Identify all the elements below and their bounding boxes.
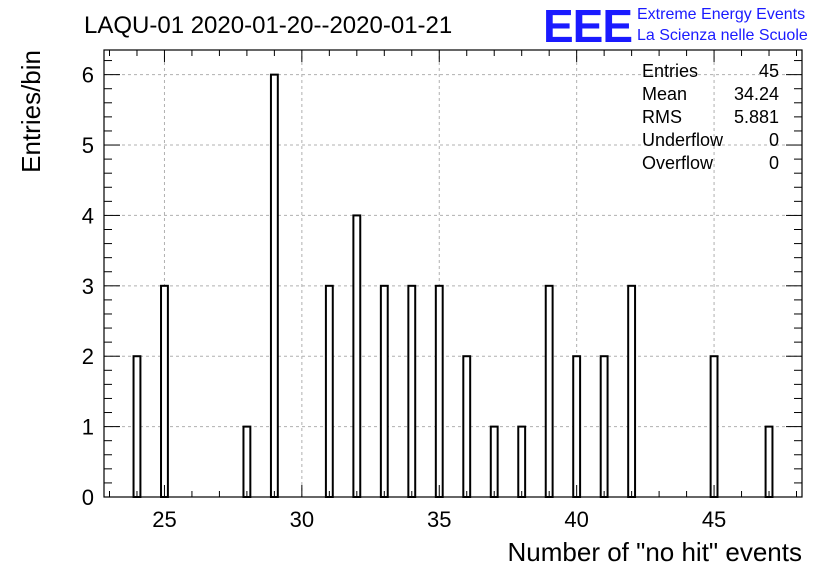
logo-line-2: La Scienza nelle Scuole — [637, 27, 808, 44]
histogram-bar — [599, 355, 609, 498]
histogram-bar — [352, 214, 362, 498]
y-tick-label: 5 — [82, 133, 94, 158]
histogram-bar — [407, 284, 417, 499]
stats-value: 5.881 — [734, 107, 779, 127]
histogram-bar — [544, 284, 554, 499]
y-tick-label: 2 — [82, 344, 94, 369]
grid-lines — [104, 50, 802, 497]
histogram-bar — [434, 284, 444, 499]
stats-label: Entries — [642, 61, 698, 81]
x-axis-title: Number of "no hit" events — [508, 537, 803, 567]
eee-logo: EEE Extreme Energy Events La Scienza nel… — [543, 0, 808, 52]
histogram-bar — [132, 355, 142, 498]
x-axis: 25 30 35 40 45 — [108, 50, 798, 532]
stats-label: Mean — [642, 84, 687, 104]
x-tick-label: 30 — [290, 507, 314, 532]
x-tick-label: 25 — [152, 507, 176, 532]
histogram-bar — [489, 425, 499, 498]
stats-value: 0 — [769, 130, 779, 150]
stats-label: RMS — [642, 107, 682, 127]
chart-title: LAQU-01 2020-01-20--2020-01-21 — [84, 12, 452, 39]
stats-label: Underflow — [642, 130, 724, 150]
stats-box: Entries 45 Mean 34.24 RMS 5.881 Underflow 0 Over… — [642, 61, 779, 173]
histogram-bar — [462, 355, 472, 498]
histogram-bar — [269, 73, 279, 499]
histogram-bar — [627, 284, 637, 499]
y-tick-label: 6 — [82, 63, 94, 88]
y-tick-label: 3 — [82, 274, 94, 299]
y-tick-label: 1 — [82, 415, 94, 440]
histogram-bar — [324, 284, 334, 499]
x-tick-label: 45 — [702, 507, 726, 532]
stats-value: 0 — [769, 153, 779, 173]
histogram-bar — [242, 425, 252, 498]
y-tick-label: 4 — [82, 203, 94, 228]
logo-line-1: Extreme Energy Events — [637, 6, 805, 23]
stats-value: 34.24 — [734, 84, 779, 104]
histogram-bar — [572, 355, 582, 498]
x-tick-label: 40 — [564, 507, 588, 532]
y-axis-title: Entries/bin — [16, 50, 46, 173]
y-tick-label: 0 — [82, 485, 94, 510]
logo-mark: EEE — [543, 0, 632, 52]
stats-value: 45 — [759, 61, 779, 81]
x-tick-label: 35 — [427, 507, 451, 532]
histogram-bar — [379, 284, 389, 499]
plot-frame — [103, 49, 803, 498]
histogram-bar — [764, 425, 774, 498]
stats-label: Overflow — [642, 153, 714, 173]
histogram-bar — [709, 355, 719, 498]
histogram-bar — [517, 425, 527, 498]
histogram-bar — [160, 284, 169, 499]
